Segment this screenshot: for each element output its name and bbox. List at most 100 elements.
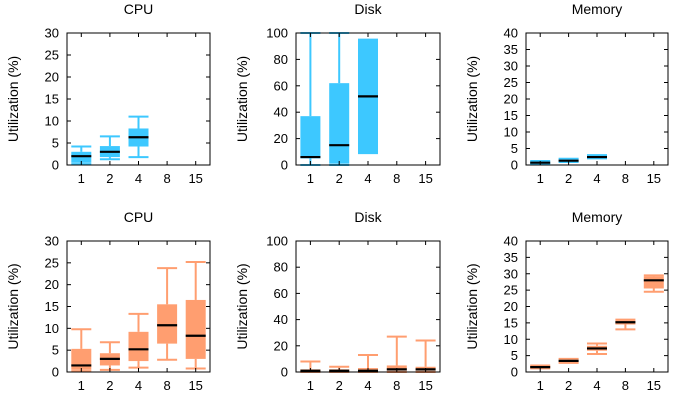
y-tick-label: 30 [45,26,59,41]
y-tick-label: 10 [504,332,518,347]
box-8 [386,335,407,373]
y-tick-label: 30 [504,59,518,74]
x-tick-label: 8 [622,378,629,393]
box-2 [99,341,120,371]
box-15 [415,339,436,373]
y-tick-label: 25 [504,75,518,90]
y-tick-label: 40 [504,234,518,249]
x-tick-label: 8 [163,378,170,393]
box-iqr [329,83,350,164]
x-tick-label: 1 [307,171,314,186]
chart-title: Memory [572,1,623,17]
y-tick-label: 100 [266,26,288,41]
x-tick-label: 15 [188,171,202,186]
box-1 [300,32,321,166]
x-tick-label: 15 [418,171,432,186]
x-tick-label: 2 [336,378,343,393]
y-axis-label: Utilization (%) [464,263,480,349]
x-tick-label: 1 [537,378,544,393]
x-tick-label: 1 [78,171,85,186]
y-tick-label: 0 [52,365,59,380]
x-tick-label: 15 [647,171,661,186]
y-tick-label: 40 [274,105,288,120]
box-15 [185,260,206,370]
x-tick-label: 4 [593,378,600,393]
plot-frame [525,32,669,166]
x-tick-label: 1 [537,171,544,186]
y-tick-label: 5 [511,348,518,363]
box-2 [99,135,120,161]
y-axis-label: Utilization (%) [234,56,250,142]
y-tick-label: 10 [45,114,59,129]
y-tick-label: 5 [511,141,518,156]
y-tick-label: 0 [511,158,518,173]
x-tick-label: 4 [364,378,371,393]
y-tick-label: 25 [45,255,59,270]
box-2 [329,32,350,166]
y-tick-label: 35 [504,250,518,265]
chart-panel-2: 0 20 40 60 80 100 1 2 4 8 15 Disk Utilization (%) [234,1,441,186]
x-tick-label: 8 [393,171,400,186]
y-tick-label: 5 [52,343,59,358]
x-tick-label: 8 [163,171,170,186]
y-tick-label: 20 [274,338,288,353]
x-tick-label: 15 [647,378,661,393]
box-4 [587,342,607,355]
y-tick-label: 20 [504,299,518,314]
chart-panel-4: 0 5 10 15 20 25 30 1 2 4 8 15 CPU Utilization (%) [5,209,211,393]
y-tick-label: 5 [52,136,59,151]
x-tick-label: 4 [135,378,142,393]
x-tick-label: 4 [135,171,142,186]
y-tick-label: 20 [45,277,59,292]
chart-title: Disk [354,1,382,17]
y-tick-label: 80 [274,52,288,67]
y-axis-label: Utilization (%) [464,56,480,142]
y-tick-label: 0 [511,365,518,380]
box-iqr [71,348,92,370]
y-tick-label: 10 [45,321,59,336]
x-tick-label: 2 [565,171,572,186]
box-1 [530,364,551,370]
y-tick-label: 0 [281,365,288,380]
y-tick-label: 60 [274,78,288,93]
chart-title: CPU [124,1,154,17]
y-axis-label: Utilization (%) [5,263,21,349]
box-4 [128,115,149,159]
x-tick-label: 2 [336,171,343,186]
chart-title: Memory [572,209,623,225]
box-8 [615,318,636,331]
y-tick-label: 20 [274,131,288,146]
box-iqr [185,299,206,359]
box-8 [157,267,178,361]
y-tick-label: 100 [266,234,288,249]
y-tick-label: 15 [45,92,59,107]
y-tick-label: 80 [274,260,288,275]
y-tick-label: 15 [504,315,518,330]
x-tick-label: 1 [78,378,85,393]
y-axis-label: Utilization (%) [5,56,21,142]
y-tick-label: 10 [504,125,518,140]
y-tick-label: 20 [45,70,59,85]
chart-panel-1: 0 5 10 15 20 25 30 1 2 4 8 15 CPU Utilization (%) [5,1,211,186]
box-4 [128,312,149,369]
box-iqr [300,116,321,159]
x-tick-label: 2 [106,378,113,393]
x-tick-label: 2 [565,378,572,393]
plot-frame [295,240,441,373]
y-tick-label: 60 [274,286,288,301]
x-tick-label: 15 [188,378,202,393]
y-tick-label: 40 [274,312,288,327]
y-tick-label: 20 [504,92,518,107]
y-tick-label: 25 [45,48,59,63]
box-1 [71,328,92,373]
y-tick-label: 40 [504,26,518,41]
chart-panel-5: 0 20 40 60 80 100 1 2 4 8 15 Disk Utilization (%) [234,209,441,393]
y-axis-label: Utilization (%) [234,263,250,349]
y-tick-label: 30 [45,234,59,249]
y-tick-label: 35 [504,42,518,57]
box-2 [558,357,579,364]
box-4 [358,38,378,155]
